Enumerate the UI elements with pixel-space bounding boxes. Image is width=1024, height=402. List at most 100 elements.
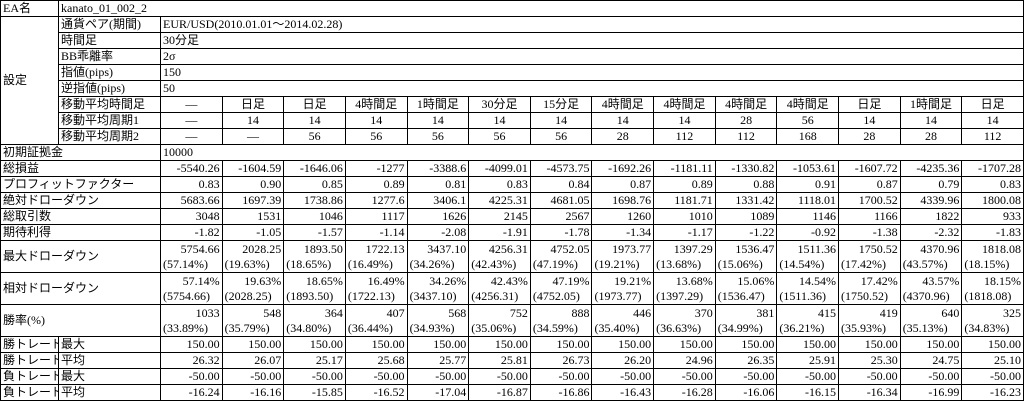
metric-cell: -3388.6: [406, 160, 470, 177]
cell-main: 1536.47: [735, 241, 775, 256]
setting-cell: 56: [529, 128, 593, 145]
trade-cell: -50.00: [961, 368, 1024, 385]
metric-cell: 43.57% (4370.96): [899, 272, 963, 305]
cell-sub: (4370.96): [902, 288, 950, 303]
setting-cell: 28: [591, 128, 655, 145]
trade-cell: 25.17: [283, 352, 346, 369]
metric-cell: 0.87: [838, 176, 901, 193]
metric-cell: 47.19% (4752.05): [529, 272, 593, 305]
trade-cell: 150.00: [776, 336, 840, 353]
cell-sub: (16.49%): [347, 256, 393, 271]
cell-sub: (1536.47): [717, 288, 765, 303]
metric-cell: 5683.66: [160, 192, 223, 209]
metric-cell: -1.91: [468, 224, 531, 241]
metric-cell: -2.08: [406, 224, 470, 241]
trade-cell: -50.00: [653, 368, 716, 385]
trade-cell: 24.75: [899, 352, 963, 369]
metric-cell: 1973.77 (19.21%): [591, 240, 655, 273]
trade-cell: -16.86: [529, 384, 593, 401]
setting-cell: 14: [283, 112, 346, 129]
metric-cell: 1800.08: [961, 192, 1024, 209]
setting-name: 通貨ペア(期間): [58, 16, 161, 33]
metric-cell: 0.79: [899, 176, 963, 193]
metric-cell: 1722.13 (16.49%): [344, 240, 408, 273]
setting-cell: 30分足: [468, 96, 531, 113]
table-row: 移動平均周期1—14 14 14 14 14 14 14 14 28 56 14 14 14: [1, 112, 1024, 129]
metric-cell: 4256.31 (42.43%): [468, 240, 531, 273]
cell-sub: (47.19%): [532, 256, 578, 271]
cell-main: 752: [509, 305, 528, 320]
trade-cell: -50.00: [344, 368, 408, 385]
trade-cell: -16.52: [344, 384, 408, 401]
table-row: 相対ドローダウン 57.14% (5754.66) 19.63% (2028.25) 18…: [0, 272, 1024, 305]
cell-sub: (34.26%): [409, 256, 455, 271]
setting-cell: 1時間足: [899, 96, 963, 113]
capital-value: 10000: [160, 144, 1024, 161]
setting-cell: 4時間足: [714, 96, 778, 113]
trade-cell: -50.00: [776, 368, 840, 385]
cell-sub: (35.13%): [902, 320, 948, 335]
cell-sub: (18.65%): [286, 256, 332, 271]
trade-cell: 26.32: [160, 352, 223, 369]
metric-cell: 1822: [899, 208, 963, 225]
cell-main: 34.26%: [429, 273, 467, 288]
setting-cell: —: [160, 112, 223, 129]
metric-cell: -1.05: [221, 224, 285, 241]
cell-main: 5754.66: [180, 241, 220, 256]
setting-value: 50: [160, 80, 1024, 97]
metric-cell: 18.65% (1893.50): [283, 272, 346, 305]
trade-cell: -50.00: [714, 368, 778, 385]
trade-cell: 150.00: [714, 336, 778, 353]
trade-cell: -16.43: [591, 384, 655, 401]
metric-cell: 1893.50 (18.65%): [283, 240, 346, 273]
cell-sub: (13.68%): [656, 256, 702, 271]
metric-cell: 17.42% (1750.52): [838, 272, 901, 305]
metric-cell: 364 (34.80%): [283, 304, 346, 337]
trade-label: 最大: [58, 336, 161, 353]
metric-cell: 1626: [406, 208, 470, 225]
metric-cell: 446 (35.40%): [591, 304, 655, 337]
metric-cell: 1046: [283, 208, 346, 225]
cell-main: 57.14%: [182, 273, 220, 288]
metric-cell: 0.83: [468, 176, 531, 193]
cell-sub: (3437.10): [409, 288, 457, 303]
setting-cell: —: [160, 128, 223, 145]
setting-cell: 日足: [838, 96, 901, 113]
metric-cell: 15.06% (1536.47): [714, 272, 778, 305]
metric-cell: 3406.1: [406, 192, 470, 209]
table-row: 設定 通貨ペア(期間) EUR/USD(2010.01.01～2014.02.28): [0, 16, 1024, 145]
metric-cell: 1818.08 (18.15%): [961, 240, 1024, 273]
cell-sub: (36.21%): [779, 320, 825, 335]
cell-sub: (34.83%): [964, 320, 1010, 335]
trade-cell: 150.00: [468, 336, 531, 353]
trade-label: 平均: [58, 384, 161, 401]
cell-main: 19.63%: [244, 273, 282, 288]
metric-cell: 2028.25 (19.63%): [221, 240, 285, 273]
metric-cell: 568 (34.93%): [406, 304, 470, 337]
trade-cell: -15.85: [283, 384, 346, 401]
setting-cell: 14: [899, 112, 963, 129]
metric-cell: 0.84: [529, 176, 593, 193]
cell-main: 13.68%: [675, 273, 713, 288]
trade-cell: 150.00: [283, 336, 346, 353]
metric-cell: 1166: [838, 208, 901, 225]
cell-main: 1033: [195, 305, 220, 320]
cell-sub: (34.93%): [409, 320, 455, 335]
table-row: 勝トレード 最大 150.00 150.00 150.00 150.00 150.00 150…: [0, 336, 1024, 353]
metric-cell: -4573.75: [529, 160, 593, 177]
cell-sub: (35.93%): [841, 320, 887, 335]
trade-cell: -16.24: [160, 384, 223, 401]
cell-main: 18.65%: [305, 273, 343, 288]
metric-label: 勝率(%): [0, 304, 161, 337]
cell-main: 47.19%: [552, 273, 590, 288]
table-row: プロフィットファクター 0.83 0.90 0.85 0.89 0.81 0.83 0.84 0…: [0, 176, 1024, 193]
cell-main: 888: [571, 305, 590, 320]
capital-label: 初期証拠金: [0, 144, 161, 161]
cell-main: 14.54%: [799, 273, 837, 288]
trade-cell: 150.00: [838, 336, 901, 353]
metric-cell: 4339.96: [899, 192, 963, 209]
metric-cell: -5540.26: [160, 160, 223, 177]
trade-cell: -16.34: [838, 384, 901, 401]
trade-cell: 25.91: [776, 352, 840, 369]
metric-cell: 1698.76: [591, 192, 655, 209]
